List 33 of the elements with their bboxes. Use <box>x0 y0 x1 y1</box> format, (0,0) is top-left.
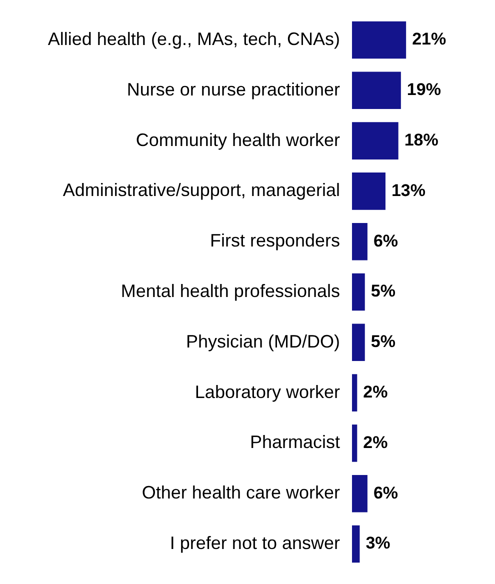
data-label: 6% <box>373 231 398 250</box>
bar <box>352 172 386 210</box>
y-tick-label: Pharmacist <box>250 432 340 452</box>
y-tick-label: Administrative/support, managerial <box>62 180 340 200</box>
data-label: 3% <box>366 534 390 553</box>
data-label: 5% <box>370 282 396 301</box>
y-tick-label: Mental health professionals <box>120 280 340 301</box>
y-tick-label: First responders <box>210 230 340 251</box>
bar <box>352 273 365 311</box>
bar <box>352 324 365 362</box>
y-tick-label: Laboratory worker <box>194 382 340 402</box>
y-tick-label: Nurse or nurse practitioner <box>126 79 340 100</box>
bar <box>352 222 368 260</box>
bar <box>352 72 401 110</box>
bar <box>352 525 360 563</box>
y-tick-label: Allied health (e.g., MAs, tech, CNAs) <box>48 28 340 49</box>
data-label: 13% <box>391 180 426 200</box>
bar <box>352 21 406 59</box>
bar <box>352 122 398 160</box>
data-label: 18% <box>404 130 438 150</box>
data-label: 21% <box>412 30 446 49</box>
y-tick-label: I prefer not to answer <box>170 532 340 553</box>
data-label: 5% <box>370 332 396 352</box>
bar <box>352 424 358 462</box>
y-tick-label: Community health worker <box>136 130 340 150</box>
data-label: 2% <box>363 432 388 452</box>
data-label: 2% <box>363 382 388 402</box>
data-label: 6% <box>373 483 398 502</box>
y-tick-label: Physician (MD/DO) <box>186 331 340 352</box>
bar <box>352 374 358 412</box>
y-tick-label: Other health care worker <box>142 482 340 503</box>
bar <box>352 474 368 512</box>
data-label: 19% <box>406 80 441 100</box>
